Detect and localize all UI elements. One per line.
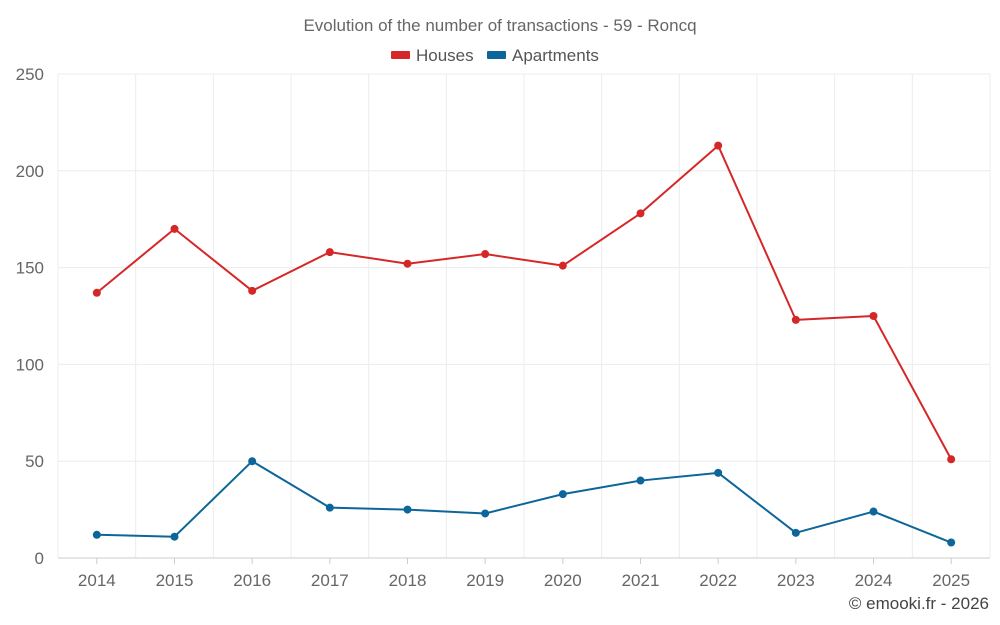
data-point-apartments[interactable] xyxy=(558,490,567,499)
x-tick-label: 2025 xyxy=(932,571,970,590)
legend: Houses Apartments xyxy=(391,46,599,65)
credit-text: © emooki.fr - 2026 xyxy=(849,594,989,613)
data-point-apartments[interactable] xyxy=(481,509,490,518)
data-point-houses[interactable] xyxy=(791,315,800,324)
x-tick-label: 2015 xyxy=(156,571,194,590)
legend-label-houses: Houses xyxy=(416,46,474,65)
data-point-houses[interactable] xyxy=(403,259,412,268)
series-houses xyxy=(92,141,956,464)
y-tick-label: 100 xyxy=(16,355,44,374)
data-point-apartments[interactable] xyxy=(325,503,334,512)
data-point-houses[interactable] xyxy=(714,141,723,150)
y-tick-label: 50 xyxy=(25,452,44,471)
data-point-houses[interactable] xyxy=(92,288,101,297)
y-tick-label: 0 xyxy=(35,549,44,568)
data-point-apartments[interactable] xyxy=(92,530,101,539)
data-point-apartments[interactable] xyxy=(248,457,257,466)
data-point-houses[interactable] xyxy=(947,455,956,464)
data-point-apartments[interactable] xyxy=(947,538,956,547)
data-point-houses[interactable] xyxy=(636,209,645,218)
x-tick-label: 2019 xyxy=(466,571,504,590)
legend-item-apartments[interactable]: Apartments xyxy=(487,46,599,65)
chart-title: Evolution of the number of transactions … xyxy=(303,16,696,35)
x-tick-label: 2022 xyxy=(699,571,737,590)
data-point-apartments[interactable] xyxy=(869,507,878,516)
x-tick-label: 2016 xyxy=(233,571,271,590)
series-line-apartments xyxy=(96,460,952,544)
series-group xyxy=(92,141,956,547)
legend-swatch-houses xyxy=(391,51,410,59)
data-point-houses[interactable] xyxy=(170,224,179,233)
data-point-apartments[interactable] xyxy=(636,476,645,485)
series-line-houses xyxy=(96,144,953,460)
x-tick-label: 2024 xyxy=(855,571,893,590)
data-point-houses[interactable] xyxy=(481,250,490,259)
legend-swatch-apartments xyxy=(487,51,506,59)
x-axis: 2014 2015 2016 2017 2018 2019 2020 2021 2022 2023… xyxy=(58,557,990,590)
data-point-apartments[interactable] xyxy=(714,468,723,477)
data-point-apartments[interactable] xyxy=(403,505,412,514)
y-tick-label: 150 xyxy=(16,259,44,278)
x-tick-label: 2023 xyxy=(777,571,815,590)
y-tick-label: 200 xyxy=(16,162,44,181)
y-axis: 0 50 100 150 200 250 xyxy=(16,65,44,568)
x-tick-label: 2018 xyxy=(389,571,427,590)
data-point-houses[interactable] xyxy=(869,312,878,320)
data-point-houses[interactable] xyxy=(325,248,334,257)
data-point-apartments[interactable] xyxy=(791,528,800,537)
x-tick-label: 2020 xyxy=(544,571,582,590)
series-apartments xyxy=(92,457,956,547)
grid xyxy=(57,73,991,558)
legend-item-houses[interactable]: Houses xyxy=(391,46,474,65)
data-point-apartments[interactable] xyxy=(170,532,179,541)
legend-label-apartments: Apartments xyxy=(512,46,599,65)
x-tick-label: 2021 xyxy=(622,571,660,590)
data-point-houses[interactable] xyxy=(248,286,257,295)
x-tick-label: 2014 xyxy=(78,571,116,590)
y-tick-label: 250 xyxy=(16,65,44,84)
data-point-houses[interactable] xyxy=(558,261,567,270)
x-tick-label: 2017 xyxy=(311,571,349,590)
